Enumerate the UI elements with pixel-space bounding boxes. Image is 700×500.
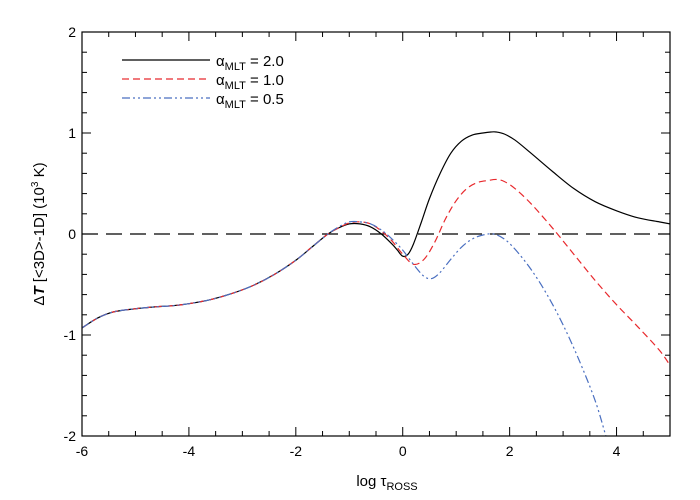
legend: αMLT = 2.0 αMLT = 1.0 αMLT = 0.5 xyxy=(122,53,284,111)
y-tick-label: 1 xyxy=(68,125,76,141)
series-line-1 xyxy=(82,178,670,366)
axis-ticks: -6 -4 -2 0 2 4 -2 -1 0 1 2 xyxy=(64,24,671,459)
x-axis-title: log τROSS xyxy=(356,473,417,493)
series-layer xyxy=(82,131,670,436)
series-line-0 xyxy=(82,131,670,329)
x-tick-label: -4 xyxy=(183,443,196,459)
legend-entry-alpha-2-0: αMLT = 2.0 xyxy=(122,53,284,73)
x-tick-label: 0 xyxy=(399,443,407,459)
legend-entry-alpha-1-0: αMLT = 1.0 xyxy=(122,72,284,92)
legend-label-alpha-2-0: αMLT = 2.0 xyxy=(216,53,284,73)
legend-label-alpha-1-0: αMLT = 1.0 xyxy=(216,72,284,92)
legend-entry-alpha-0-5: αMLT = 0.5 xyxy=(122,91,284,111)
x-tick-label: -2 xyxy=(290,443,303,459)
x-tick-label: -6 xyxy=(76,443,89,459)
legend-label-alpha-0-5: αMLT = 0.5 xyxy=(216,91,284,111)
x-tick-label: 2 xyxy=(506,443,514,459)
y-tick-label: -1 xyxy=(64,327,77,343)
x-tick-label: 4 xyxy=(613,443,621,459)
y-axis-title: ΔT [<3D>-1D] (103 K) xyxy=(30,162,48,305)
y-tick-label: -2 xyxy=(64,428,77,444)
series-line-2 xyxy=(82,220,607,436)
y-tick-label: 2 xyxy=(68,24,76,40)
y-tick-label: 0 xyxy=(68,226,76,242)
